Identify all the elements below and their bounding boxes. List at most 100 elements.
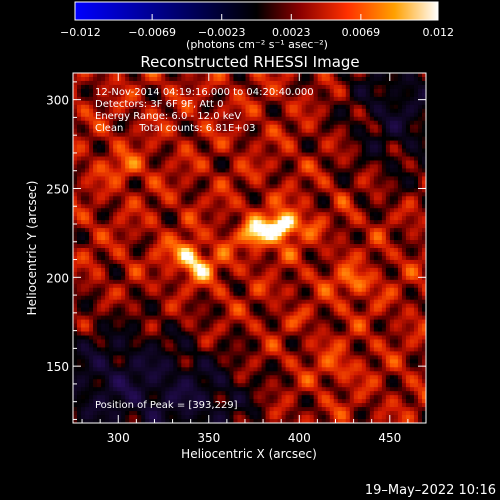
heatmap-cell <box>365 176 371 181</box>
heatmap-cell <box>357 100 363 106</box>
heatmap-cell <box>297 232 303 237</box>
heatmap-cell <box>261 180 266 185</box>
heatmap-cell <box>281 248 286 253</box>
heatmap-cell <box>349 128 355 134</box>
heatmap-cell <box>105 184 110 189</box>
heatmap-cell <box>253 291 258 297</box>
heatmap-cell <box>185 148 190 153</box>
heatmap-cell <box>389 248 395 253</box>
heatmap-cell <box>329 232 335 237</box>
heatmap-cell <box>217 208 222 213</box>
heatmap-cell <box>349 88 355 94</box>
heatmap-cell <box>313 120 319 126</box>
heatmap-cell <box>285 240 291 245</box>
heatmap-cell <box>321 228 327 233</box>
heatmap-cell <box>249 84 254 90</box>
heatmap-cell <box>305 88 311 94</box>
heatmap-cell <box>269 136 274 142</box>
heatmap-cell <box>97 104 102 110</box>
heatmap-cell <box>301 73 307 78</box>
heatmap-cell <box>341 255 347 261</box>
heatmap-cell <box>97 168 102 173</box>
heatmap-cell <box>149 204 154 209</box>
heatmap-cell <box>253 180 258 185</box>
heatmap-cell <box>341 279 347 285</box>
heatmap-cell <box>313 283 319 289</box>
heatmap-cell <box>157 152 162 157</box>
heatmap-cell <box>121 76 126 82</box>
heatmap-cell <box>377 263 383 269</box>
heatmap-cell <box>345 263 351 269</box>
heatmap-cell <box>357 236 363 241</box>
heatmap-cell <box>137 132 142 138</box>
heatmap-cell <box>169 220 174 225</box>
heatmap-cell <box>373 168 379 173</box>
heatmap-cell <box>121 200 126 205</box>
heatmap-cell <box>277 220 282 225</box>
heatmap-cell <box>285 228 291 233</box>
heatmap-cell <box>369 228 375 233</box>
heatmap-cell <box>73 120 78 126</box>
heatmap-cell <box>345 216 351 221</box>
heatmap-cell <box>173 204 178 209</box>
heatmap-cell <box>421 84 426 90</box>
heatmap-cell <box>285 76 291 82</box>
heatmap-cell <box>145 263 150 269</box>
heatmap-cell <box>153 232 158 237</box>
heatmap-cell <box>97 128 102 134</box>
heatmap-cell <box>273 172 278 177</box>
heatmap-cell <box>85 255 90 261</box>
heatmap-cell <box>405 160 411 165</box>
heatmap-cell <box>405 108 411 114</box>
heatmap-cell <box>193 176 198 181</box>
heatmap-cell <box>181 100 186 106</box>
heatmap-cell <box>393 84 399 90</box>
heatmap-cell <box>141 156 146 161</box>
heatmap-cell <box>305 84 311 90</box>
heatmap-cell <box>137 192 142 197</box>
heatmap-cell <box>265 80 270 86</box>
heatmap-cell <box>241 232 246 237</box>
heatmap-cell <box>345 291 351 297</box>
heatmap-cell <box>397 251 403 257</box>
heatmap-cell <box>353 184 359 189</box>
heatmap-cell <box>397 232 403 237</box>
heatmap-cell <box>205 148 210 153</box>
heatmap-cell <box>133 132 138 138</box>
heatmap-cell <box>245 188 250 193</box>
heatmap-cell <box>373 140 379 145</box>
heatmap-cell <box>157 76 162 82</box>
heatmap-cell <box>269 232 274 237</box>
heatmap-cell <box>401 132 407 138</box>
heatmap-cell <box>277 144 282 149</box>
heatmap-cell <box>317 96 323 102</box>
heatmap-cell <box>381 275 387 281</box>
heatmap-cell <box>125 144 130 149</box>
heatmap-cell <box>277 124 282 130</box>
heatmap-cell <box>285 160 291 165</box>
heatmap-cell <box>349 279 355 285</box>
heatmap-cell <box>309 112 315 118</box>
heatmap-cell <box>73 267 78 273</box>
heatmap-cell <box>249 244 254 249</box>
heatmap-cell <box>85 92 90 98</box>
heatmap-cell <box>353 220 359 225</box>
heatmap-cell <box>413 220 419 225</box>
heatmap-cell <box>373 124 379 130</box>
heatmap-cell <box>149 88 154 94</box>
heatmap-cell <box>173 140 178 145</box>
heatmap-cell <box>165 73 170 78</box>
heatmap-cell <box>269 244 274 249</box>
heatmap-cell <box>273 152 278 157</box>
heatmap-cell <box>277 120 282 126</box>
heatmap-cell <box>233 188 238 193</box>
heatmap-cell <box>153 76 158 82</box>
heatmap-cell <box>153 216 158 221</box>
heatmap-cell <box>321 208 327 213</box>
heatmap-cell <box>193 76 198 82</box>
heatmap-cell <box>165 172 170 177</box>
heatmap-cell <box>233 120 238 126</box>
heatmap-cell <box>365 216 371 221</box>
heatmap-cell <box>333 271 339 277</box>
heatmap-cell <box>237 152 242 157</box>
